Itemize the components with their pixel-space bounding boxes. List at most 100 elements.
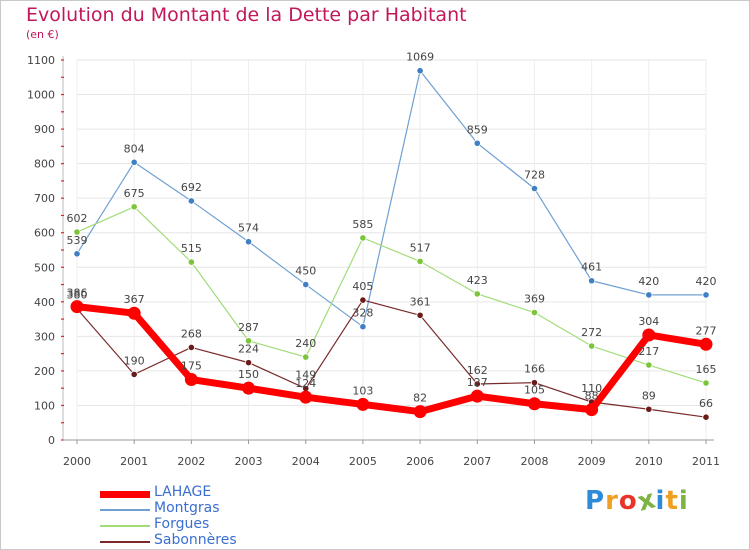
legend-swatch-forgues — [100, 525, 150, 527]
data-point-lahage — [413, 405, 427, 419]
data-label-forgues: 515 — [181, 242, 202, 255]
data-point-montgras — [702, 291, 710, 299]
data-point-forgues — [130, 203, 138, 211]
data-point-montgras — [645, 291, 653, 299]
data-point-sabonn-res — [702, 413, 710, 421]
data-point-forgues — [588, 342, 596, 350]
data-label-montgras: 461 — [581, 261, 602, 274]
data-point-lahage — [299, 390, 313, 404]
data-label-sabonn-res: 224 — [238, 343, 259, 356]
data-label-montgras: 574 — [238, 222, 259, 235]
legend-label-montgras: Montgras — [154, 500, 220, 516]
data-label-forgues: 423 — [467, 274, 488, 287]
data-label-forgues: 517 — [410, 241, 431, 254]
data-label-montgras: 692 — [181, 181, 202, 194]
data-label-lahage: 88 — [585, 390, 599, 403]
legend-label-lahage: LAHAGE — [154, 484, 212, 500]
data-point-lahage — [642, 328, 656, 342]
data-label-lahage: 124 — [295, 377, 316, 390]
x-tick-label: 2010 — [635, 455, 663, 468]
data-label-lahage: 386 — [67, 287, 88, 300]
data-label-forgues: 675 — [124, 187, 145, 200]
data-label-forgues: 165 — [696, 363, 717, 376]
data-label-montgras: 804 — [124, 142, 145, 155]
series-line-montgras — [76, 70, 707, 328]
x-tick-label: 2003 — [235, 455, 263, 468]
series-line-sabonn-res — [76, 299, 707, 418]
data-label-sabonn-res: 89 — [642, 389, 656, 402]
data-point-forgues — [302, 353, 310, 361]
data-point-forgues — [73, 228, 81, 236]
data-label-lahage: 103 — [352, 384, 373, 397]
data-point-lahage — [242, 381, 256, 395]
data-label-forgues: 369 — [524, 293, 545, 306]
data-label-montgras: 450 — [295, 265, 316, 278]
data-point-montgras — [302, 280, 310, 289]
data-point-forgues — [187, 258, 195, 266]
x-tick-label: 2008 — [520, 455, 548, 468]
y-tick-label: 1100 — [27, 54, 55, 67]
data-point-montgras — [416, 67, 424, 75]
logo-letter: i — [678, 486, 689, 516]
legend-label-sabonn-res: Sabonnères — [154, 532, 237, 548]
data-label-lahage: 175 — [181, 360, 202, 373]
data-point-forgues — [473, 290, 481, 298]
y-tick-label: 200 — [34, 365, 55, 378]
logo-letter: o — [618, 486, 638, 516]
data-point-sabonn-res — [130, 370, 138, 378]
data-label-sabonn-res: 380 — [67, 289, 88, 302]
legend-swatch-lahage — [100, 490, 150, 498]
data-point-lahage — [356, 397, 370, 411]
y-tick-label: 500 — [34, 261, 55, 274]
data-label-montgras: 539 — [67, 234, 88, 247]
data-point-sabonn-res — [416, 311, 424, 319]
data-point-forgues — [359, 234, 367, 242]
data-point-forgues — [702, 379, 710, 387]
data-point-sabonn-res — [645, 405, 653, 413]
data-label-lahage: 304 — [638, 315, 659, 328]
data-point-lahage — [527, 397, 541, 411]
data-point-forgues — [530, 308, 539, 317]
data-point-lahage — [127, 306, 141, 320]
proxiti-logo: Proxiti — [585, 484, 689, 518]
data-label-lahage: 82 — [413, 392, 427, 405]
y-tick-label: 800 — [34, 158, 55, 171]
data-label-lahage: 150 — [238, 368, 259, 381]
logo-letter: i — [655, 486, 666, 516]
data-label-lahage: 277 — [696, 324, 717, 337]
data-point-lahage — [470, 389, 484, 403]
data-point-montgras — [187, 197, 195, 205]
data-label-montgras: 420 — [696, 275, 717, 288]
y-tick-label: 1000 — [27, 89, 55, 102]
logo-letter: P — [585, 486, 606, 516]
series-line-lahage — [73, 303, 710, 416]
x-tick-label: 2001 — [120, 455, 148, 468]
data-point-sabonn-res — [244, 359, 253, 367]
logo-letter: r — [605, 486, 619, 516]
y-tick-label: 300 — [34, 330, 55, 343]
data-label-montgras: 328 — [352, 307, 373, 320]
data-point-montgras — [530, 184, 539, 193]
data-point-forgues — [416, 257, 424, 265]
data-point-sabonn-res — [187, 343, 195, 352]
data-point-sabonn-res — [530, 379, 539, 387]
data-label-sabonn-res: 66 — [699, 397, 713, 410]
x-tick-label: 2002 — [177, 455, 205, 468]
data-label-montgras: 859 — [467, 123, 488, 136]
x-tick-label: 2004 — [292, 455, 320, 468]
y-tick-label: 900 — [34, 123, 55, 136]
data-point-montgras — [244, 238, 253, 246]
data-label-forgues: 287 — [238, 321, 259, 334]
x-tick-label: 2007 — [463, 455, 491, 468]
chart-title: Evolution du Montant de la Dette par Hab… — [26, 4, 467, 26]
y-tick-label: 700 — [34, 192, 55, 205]
x-tick-label: 2006 — [406, 455, 434, 468]
data-point-montgras — [359, 323, 367, 331]
legend-swatch-sabonn-res — [100, 541, 150, 543]
data-label-sabonn-res: 361 — [410, 295, 431, 308]
data-label-montgras: 420 — [638, 275, 659, 288]
x-tick-label: 2011 — [692, 455, 720, 468]
data-point-lahage — [184, 373, 198, 387]
y-tick-label: 400 — [34, 296, 55, 309]
